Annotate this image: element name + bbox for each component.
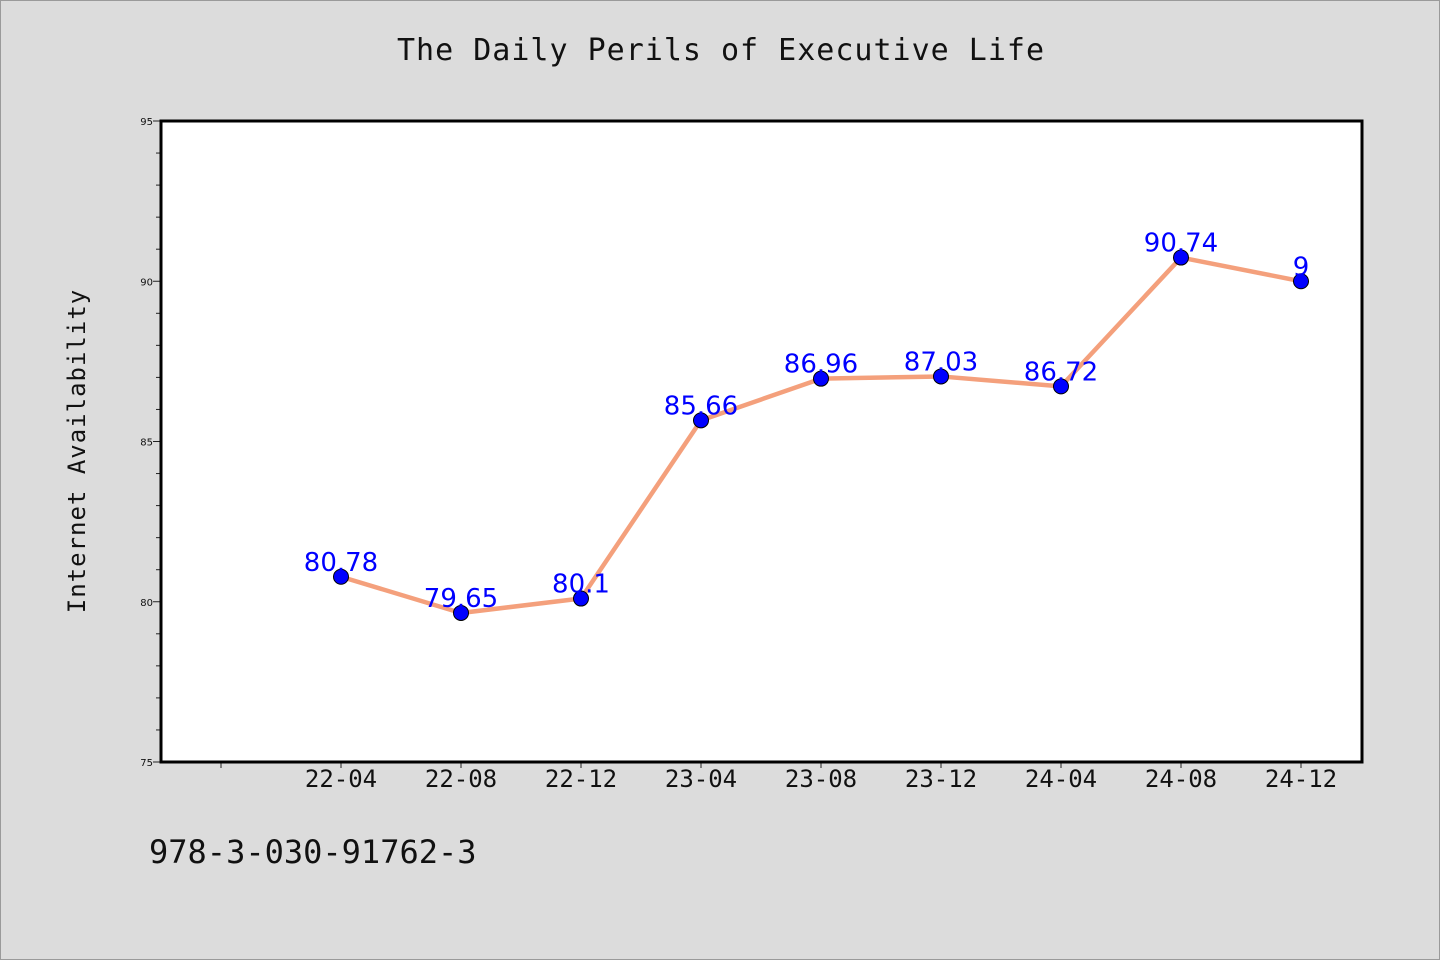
x-tick-label: 22-08 bbox=[425, 765, 497, 793]
data-point bbox=[573, 590, 589, 607]
data-label: 80.78 bbox=[304, 548, 378, 578]
isbn-footnote: 978-3-030-91762-3 bbox=[149, 833, 477, 871]
data-point bbox=[1053, 378, 1069, 395]
plot-frame bbox=[159, 119, 1364, 764]
data-point bbox=[453, 604, 469, 621]
data-label: 90.74 bbox=[1144, 229, 1218, 259]
x-tick-label: 24-12 bbox=[1265, 765, 1337, 793]
x-tick-label: 23-12 bbox=[905, 765, 977, 793]
chart-title: The Daily Perils of Executive Life bbox=[396, 33, 1046, 68]
data-label: 79.65 bbox=[424, 584, 498, 614]
data-label: 85.66 bbox=[664, 391, 738, 421]
data-label: 9 bbox=[1293, 252, 1310, 282]
data-label: 87.03 bbox=[904, 347, 978, 377]
data-label: 86.72 bbox=[1024, 357, 1098, 387]
data-point bbox=[1173, 249, 1189, 266]
y-tick-label: 95 bbox=[140, 117, 153, 128]
x-tick-label: 23-08 bbox=[785, 765, 857, 793]
y-tick-label: 75 bbox=[140, 758, 153, 769]
x-tick-label: 24-08 bbox=[1145, 765, 1217, 793]
plot-area bbox=[161, 121, 1362, 762]
data-label: 86.96 bbox=[784, 350, 858, 380]
data-point bbox=[333, 568, 349, 585]
y-tick-label: 80 bbox=[140, 598, 153, 609]
data-point bbox=[693, 412, 709, 429]
x-tick-label: 24-04 bbox=[1025, 765, 1097, 793]
x-tick-label: 22-04 bbox=[305, 765, 377, 793]
y-tick-label: 85 bbox=[140, 438, 153, 449]
data-point bbox=[813, 370, 829, 387]
y-tick-label: 90 bbox=[140, 277, 153, 288]
x-tick-label: 22-12 bbox=[545, 765, 617, 793]
data-label: 80.1 bbox=[552, 570, 610, 600]
data-point bbox=[933, 368, 949, 385]
x-tick-label: 23-04 bbox=[665, 765, 737, 793]
data-point bbox=[1293, 273, 1309, 290]
